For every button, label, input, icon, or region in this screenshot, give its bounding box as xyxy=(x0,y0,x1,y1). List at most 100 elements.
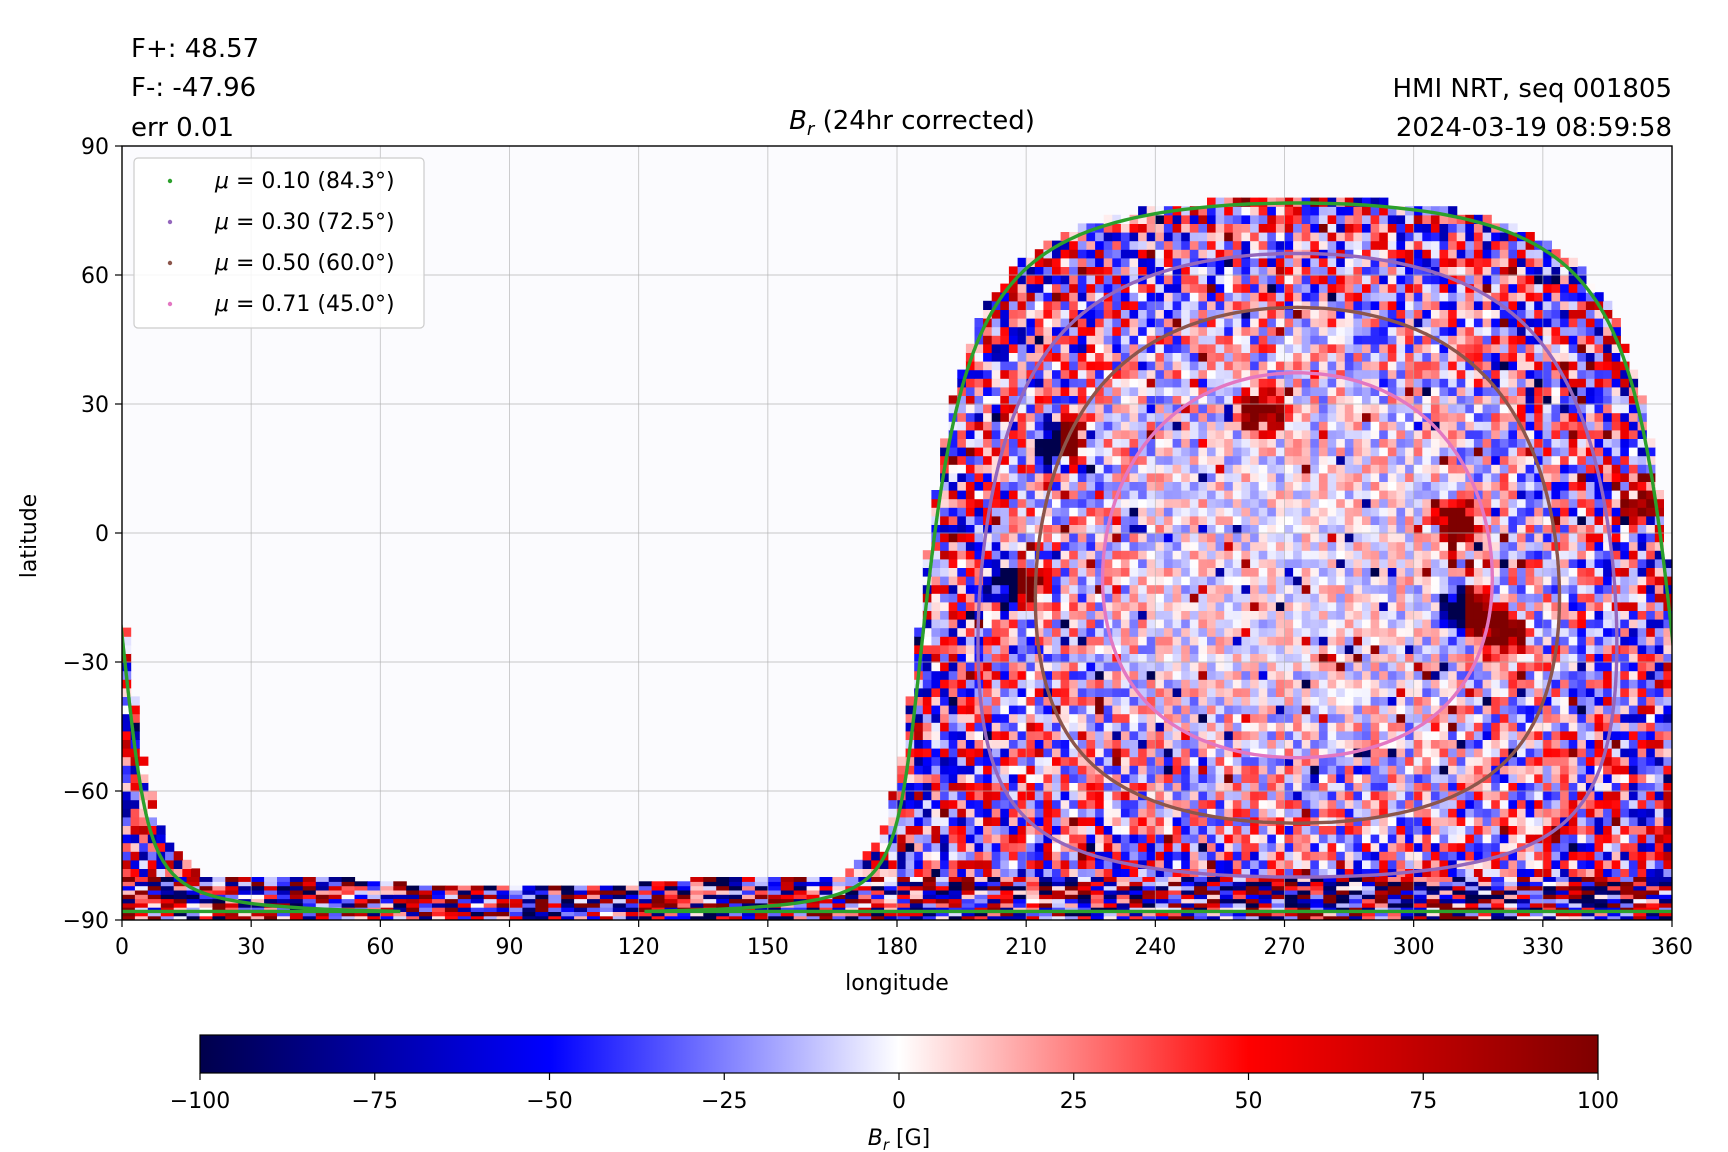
heatmap-cell xyxy=(1499,825,1509,835)
heatmap-cell xyxy=(1396,722,1406,732)
heatmap-cell xyxy=(1008,670,1019,680)
heatmap-cell xyxy=(130,765,140,775)
heatmap-cell xyxy=(1250,696,1260,706)
heatmap-cell xyxy=(1241,730,1251,740)
heatmap-cell xyxy=(1146,576,1156,586)
heatmap-cell xyxy=(1129,619,1139,629)
heatmap-cell xyxy=(1146,722,1156,732)
heatmap-cell xyxy=(1473,644,1484,654)
heatmap-cell xyxy=(1181,859,1191,869)
heatmap-cell xyxy=(1155,773,1165,783)
heatmap-cell xyxy=(1026,541,1036,551)
heatmap-cell xyxy=(1060,464,1070,474)
heatmap-cell xyxy=(948,507,958,517)
heatmap-cell xyxy=(1198,705,1208,715)
heatmap-cell xyxy=(1008,782,1019,792)
heatmap-cell xyxy=(1181,791,1191,801)
heatmap-cell xyxy=(922,567,932,577)
heatmap-cell xyxy=(991,515,1001,525)
heatmap-cell xyxy=(1284,773,1294,783)
heatmap-cell xyxy=(1198,593,1208,603)
heatmap-cell xyxy=(1095,653,1105,663)
heatmap-cell xyxy=(1301,670,1311,680)
heatmap-cell xyxy=(1654,610,1664,620)
heatmap-cell xyxy=(1017,748,1027,758)
heatmap-cell xyxy=(1318,464,1329,474)
heatmap-cell xyxy=(1482,799,1492,809)
heatmap-cell xyxy=(1551,601,1561,611)
heatmap-cell xyxy=(1069,601,1079,611)
heatmap-cell xyxy=(1560,773,1570,783)
heatmap-cell xyxy=(1060,713,1070,723)
heatmap-cell xyxy=(1189,773,1199,783)
heatmap-cell xyxy=(1077,507,1087,517)
heatmap-cell xyxy=(1043,670,1053,680)
heatmap-cell xyxy=(1086,808,1096,818)
heatmap-cell xyxy=(1086,825,1096,835)
heatmap-cell xyxy=(1258,791,1268,801)
heatmap-cell xyxy=(1396,653,1406,663)
heatmap-cell xyxy=(1129,834,1139,844)
heatmap-cell xyxy=(1301,627,1311,637)
heatmap-cell xyxy=(1387,636,1397,646)
heatmap-cell xyxy=(1448,533,1458,543)
heatmap-cell xyxy=(1155,524,1165,534)
heatmap-cell xyxy=(1267,644,1277,654)
heatmap-cell xyxy=(1637,713,1647,723)
heatmap-cell xyxy=(1250,627,1260,637)
heatmap-cell xyxy=(1232,696,1242,706)
heatmap-cell xyxy=(1258,498,1268,508)
heatmap-cell xyxy=(1585,490,1596,500)
heatmap-cell xyxy=(1215,610,1225,620)
heatmap-cell xyxy=(1542,644,1552,654)
heatmap-cell xyxy=(1654,550,1664,560)
heatmap-cell xyxy=(1301,859,1311,869)
heatmap-cell xyxy=(1112,541,1122,551)
heatmap-cell xyxy=(1344,782,1354,792)
heatmap-cell xyxy=(1275,834,1286,844)
heatmap-cell xyxy=(1577,748,1587,758)
heatmap-cell xyxy=(1232,825,1242,835)
heatmap-cell xyxy=(1577,705,1587,715)
heatmap-cell xyxy=(1637,524,1647,534)
heatmap-cell xyxy=(1250,498,1260,508)
heatmap-cell xyxy=(879,859,889,869)
heatmap-cell xyxy=(1422,834,1432,844)
heatmap-cell xyxy=(1181,627,1191,637)
heatmap-cell xyxy=(1456,765,1466,775)
heatmap-cell xyxy=(1430,713,1441,723)
heatmap-cell xyxy=(991,808,1001,818)
heatmap-cell xyxy=(1138,472,1148,482)
heatmap-cell xyxy=(1568,533,1578,543)
heatmap-cell xyxy=(1224,713,1234,723)
heatmap-cell xyxy=(1473,782,1484,792)
heatmap-cell xyxy=(1215,756,1225,766)
heatmap-cell xyxy=(965,808,976,818)
heatmap-cell xyxy=(965,748,976,758)
heatmap-cell xyxy=(1379,567,1389,577)
heatmap-cell xyxy=(1620,610,1630,620)
heatmap-cell xyxy=(1525,816,1535,826)
heatmap-cell xyxy=(957,472,967,482)
heatmap-cell xyxy=(1026,722,1036,732)
heatmap-cell xyxy=(1465,687,1475,697)
heatmap-cell xyxy=(1198,541,1208,551)
heatmap-cell xyxy=(888,808,898,818)
heatmap-cell xyxy=(1163,705,1174,715)
heatmap-cell xyxy=(1336,644,1346,654)
heatmap-cell xyxy=(1310,533,1320,543)
heatmap-cell xyxy=(1043,524,1053,534)
heatmap-cell xyxy=(1577,533,1587,543)
heatmap-cell xyxy=(1095,498,1105,508)
heatmap-cell xyxy=(1129,808,1139,818)
heatmap-cell xyxy=(1568,670,1578,680)
heatmap-cell xyxy=(1353,739,1363,749)
heatmap-cell xyxy=(1517,576,1527,586)
heatmap-cell xyxy=(1181,696,1191,706)
heatmap-cell xyxy=(1534,773,1544,783)
heatmap-cell xyxy=(1344,601,1354,611)
heatmap-cell xyxy=(1379,619,1389,629)
heatmap-cell xyxy=(1181,756,1191,766)
heatmap-cell xyxy=(1551,816,1561,826)
heatmap-cell xyxy=(1362,670,1372,680)
